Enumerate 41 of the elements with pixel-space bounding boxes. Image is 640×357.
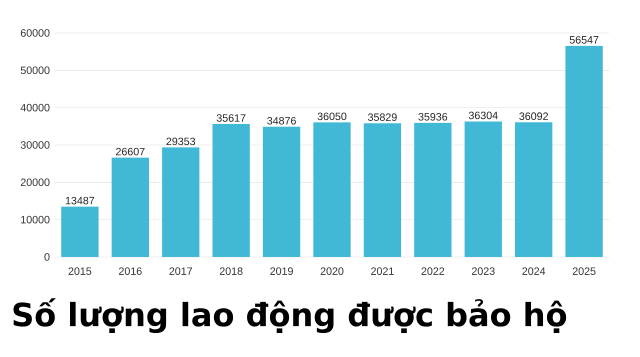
x-tick-label: 2019	[270, 267, 293, 275]
bar	[515, 122, 552, 257]
x-tick-label: 2017	[169, 267, 192, 275]
y-tick-label: 60000	[20, 29, 50, 37]
y-tick-label: 20000	[20, 178, 50, 186]
bar	[414, 122, 452, 257]
x-tick-label: 2016	[118, 267, 142, 275]
data-label: 36050	[318, 112, 346, 120]
y-tick-label: 50000	[20, 66, 50, 74]
y-tick-label: 10000	[21, 216, 50, 224]
bar	[61, 206, 99, 257]
data-label: 36092	[519, 112, 548, 120]
data-label: 13487	[66, 196, 94, 204]
data-label: 35829	[368, 113, 397, 121]
bar	[364, 123, 402, 257]
x-tick-label: 2021	[371, 267, 394, 275]
text: Số lượng lao động được bảo hộ	[13, 298, 566, 334]
x-tick-label: 2015	[68, 267, 92, 275]
data-label: 35936	[418, 113, 448, 121]
bar	[464, 121, 502, 257]
data-label: 35617	[216, 114, 246, 122]
bar	[162, 147, 200, 257]
x-tick-label: 2022	[422, 267, 444, 275]
x-tick-label: 2020	[320, 267, 344, 275]
bar	[112, 158, 149, 257]
y-tick-label: 0	[44, 253, 50, 261]
bar	[313, 122, 351, 257]
data-label: 56547	[570, 36, 598, 44]
data-label: 34876	[267, 116, 296, 125]
bar	[262, 126, 300, 257]
data-label: 36304	[468, 112, 498, 120]
x-tick-label: 2025	[572, 267, 596, 275]
bar	[565, 46, 603, 257]
data-label: 26607	[116, 148, 145, 156]
x-tick-label: 2023	[472, 267, 495, 275]
x-tick-label: 2018	[220, 267, 243, 275]
data-label: 29353	[166, 138, 196, 146]
y-tick-label: 40000	[20, 104, 50, 112]
x-tick-label: 2024	[522, 267, 546, 275]
bar	[212, 124, 250, 257]
y-tick-label: 30000	[20, 141, 50, 149]
